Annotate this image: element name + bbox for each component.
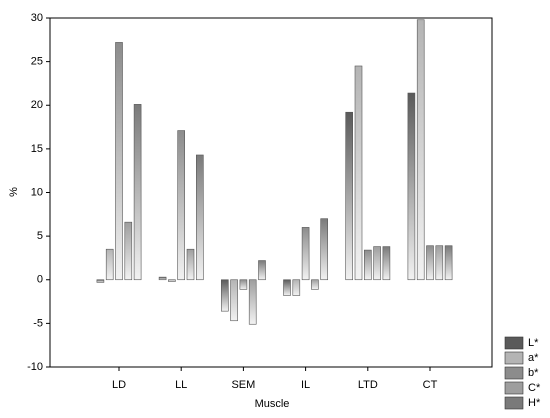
- bar: [239, 279, 248, 290]
- bar: [168, 279, 176, 282]
- y-tick-label: 20: [31, 99, 43, 111]
- legend-label: a*: [528, 352, 539, 364]
- y-tick-label: -10: [27, 361, 43, 373]
- y-tick-label: 5: [37, 230, 43, 242]
- bar: [407, 92, 416, 281]
- x-tick-label: IL: [301, 379, 310, 391]
- y-tick-label: 30: [31, 12, 43, 24]
- x-tick-label: LTD: [358, 379, 378, 391]
- x-tick-label: SEM: [231, 379, 255, 391]
- x-tick-label: LD: [112, 379, 126, 391]
- bar: [354, 65, 363, 281]
- bar: [177, 130, 185, 281]
- bar: [115, 42, 123, 281]
- bar: [124, 221, 133, 281]
- y-tick-label: 25: [31, 56, 43, 68]
- legend-swatch: [504, 396, 524, 410]
- bar: [283, 279, 291, 296]
- legend-label: b*: [528, 367, 539, 379]
- bar: [416, 19, 425, 281]
- bar: [435, 245, 444, 281]
- legend-swatch: [504, 336, 524, 350]
- legend-label: H*: [528, 397, 541, 409]
- bar: [258, 260, 266, 281]
- bar: [221, 279, 229, 312]
- bar: [196, 154, 204, 281]
- bar: [320, 218, 329, 281]
- bar: [345, 111, 354, 281]
- y-axis-label: %: [8, 187, 20, 197]
- y-tick-label: 0: [37, 274, 43, 286]
- bar: [133, 104, 142, 281]
- bar: [373, 246, 381, 281]
- bar: [363, 249, 372, 281]
- bar: [382, 246, 391, 281]
- bar: [96, 279, 105, 283]
- y-tick-label: 15: [31, 143, 43, 155]
- legend-swatch: [504, 366, 524, 380]
- bar: [230, 279, 238, 322]
- legend-label: L*: [528, 337, 539, 349]
- y-tick-label: 10: [31, 186, 43, 198]
- legend-label: C*: [528, 382, 541, 394]
- x-tick-label: CT: [423, 379, 438, 391]
- bar: [301, 227, 310, 281]
- bar: [426, 245, 434, 281]
- x-axis-label: Muscle: [255, 398, 290, 410]
- bar: [158, 276, 167, 281]
- legend-swatch: [504, 381, 524, 395]
- bar: [105, 248, 114, 281]
- bar: [186, 248, 195, 281]
- bar: [248, 279, 257, 325]
- bar: [311, 279, 319, 290]
- legend-swatch: [504, 351, 524, 365]
- bar: [292, 279, 301, 296]
- y-tick-label: -5: [33, 317, 43, 329]
- bar: [444, 245, 453, 281]
- x-tick-label: LL: [175, 379, 187, 391]
